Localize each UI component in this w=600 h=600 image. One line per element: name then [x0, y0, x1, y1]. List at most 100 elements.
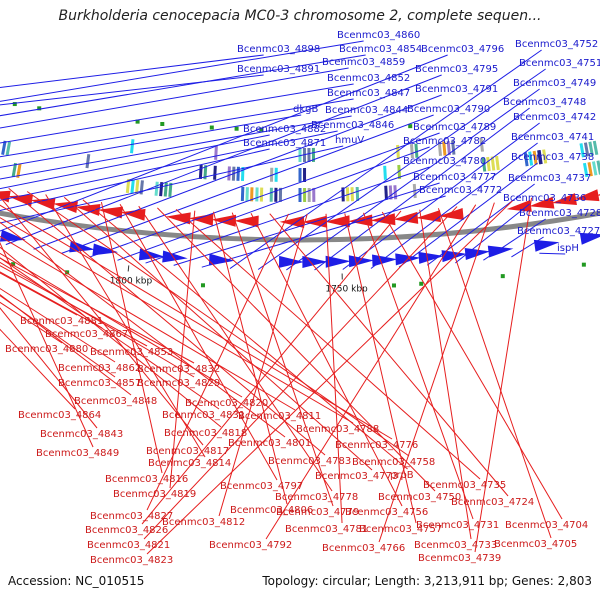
reverse-gene-label[interactable]: Bcenmc03_4704: [505, 520, 588, 531]
forward-gene-label[interactable]: Bcenmc03_4782: [403, 136, 486, 147]
forward-gene-label[interactable]: Bcenmc03_4751: [519, 58, 600, 69]
reverse-gene-label[interactable]: Bcenmc03_4801: [228, 438, 311, 449]
forward-gene-label[interactable]: Bcenmc03_4791: [415, 84, 498, 95]
forward-gene-label[interactable]: Bcenmc03_4738: [511, 152, 594, 163]
forward-gene-label[interactable]: Bcenmc03_4728: [519, 208, 600, 219]
reverse-gene-label[interactable]: Bcenmc03_4781: [285, 524, 368, 535]
forward-gene-label[interactable]: Bcenmc03_4860: [337, 30, 420, 41]
forward-gene-arrow[interactable]: [325, 255, 351, 268]
forward-gene-label[interactable]: Bcenmc03_4777: [413, 172, 496, 183]
reverse-gene-label[interactable]: Bcenmc03_4823: [90, 555, 173, 566]
reverse-gene-arrow[interactable]: [211, 214, 237, 227]
reverse-gene-label[interactable]: Bcenmc03_4832: [137, 364, 220, 375]
reverse-gene-arrow[interactable]: [234, 215, 259, 228]
forward-gene-label[interactable]: Bcenmc03_4772: [419, 185, 502, 196]
forward-gene-label[interactable]: Bcenmc03_4859: [322, 57, 405, 68]
reverse-gene-label[interactable]: Bcenmc03_4829: [137, 378, 220, 389]
forward-gene-label[interactable]: ispH: [557, 243, 579, 254]
reverse-gene-arrow[interactable]: [120, 208, 146, 221]
forward-gene-label[interactable]: Bcenmc03_4736: [503, 193, 586, 204]
forward-gene-arrow[interactable]: [208, 253, 235, 266]
reverse-gene-arrow[interactable]: [438, 208, 464, 220]
reverse-gene-arrow[interactable]: [97, 206, 123, 219]
forward-gene-label[interactable]: Bcenmc03_4748: [503, 97, 586, 108]
forward-gene-label[interactable]: Bcenmc03_4752: [515, 39, 598, 50]
forward-gene-arrow[interactable]: [138, 248, 165, 261]
reverse-gene-arrow[interactable]: [596, 185, 600, 197]
reverse-gene-arrow[interactable]: [529, 196, 555, 209]
forward-gene-label[interactable]: Bcenmc03_4737: [508, 173, 591, 184]
reverse-gene-label[interactable]: Bcenmc03_4806: [230, 505, 313, 516]
forward-gene-label[interactable]: Bcenmc03_4898: [237, 44, 320, 55]
reverse-gene-label[interactable]: Bcenmc03_4862: [58, 363, 141, 374]
reverse-gene-label[interactable]: Bcenmc03_4831: [162, 410, 245, 421]
reverse-gene-label[interactable]: Bcenmc03_4849: [36, 448, 119, 459]
reverse-gene-label[interactable]: Bcenmc03_4848: [74, 396, 157, 407]
forward-gene-label[interactable]: Bcenmc03_4854: [339, 44, 422, 55]
reverse-gene-arrow[interactable]: [551, 193, 577, 205]
reverse-gene-label[interactable]: Bcenmc03_4826: [85, 525, 168, 536]
forward-gene-label[interactable]: Bcenmc03_4891: [237, 64, 320, 75]
forward-gene-label[interactable]: Bcenmc03_4796: [421, 44, 504, 55]
reverse-gene-label[interactable]: Bcenmc03_4867: [45, 329, 128, 340]
forward-gene-label[interactable]: Bcenmc03_4742: [513, 112, 596, 123]
forward-gene-label[interactable]: hmuV: [335, 135, 364, 146]
reverse-gene-label[interactable]: Bcenmc03_4853: [90, 347, 173, 358]
forward-gene-arrow[interactable]: [487, 245, 514, 258]
reverse-gene-arrow[interactable]: [188, 213, 214, 226]
forward-gene-arrow[interactable]: [162, 250, 188, 263]
reverse-gene-label[interactable]: Bcenmc03_4733: [414, 540, 497, 551]
reverse-gene-label[interactable]: Bcenmc03_4817: [146, 446, 229, 457]
reverse-gene-label[interactable]: Bcenmc03_4739: [418, 553, 501, 564]
forward-gene-label[interactable]: Bcenmc03_4741: [511, 132, 594, 143]
forward-gene-label[interactable]: Bcenmc03_4790: [407, 104, 490, 115]
reverse-gene-label[interactable]: Bcenmc03_4757: [359, 524, 442, 535]
reverse-gene-arrow[interactable]: [165, 212, 191, 225]
forward-gene-arrow[interactable]: [92, 243, 119, 256]
forward-gene-label[interactable]: Bcenmc03_4749: [513, 78, 596, 89]
reverse-gene-label[interactable]: Bcenmc03_4783: [268, 456, 351, 467]
reverse-gene-label[interactable]: Bcenmc03_4864: [18, 410, 101, 421]
forward-gene-arrow[interactable]: [302, 255, 328, 268]
reverse-gene-label[interactable]: Bcenmc03_4735: [423, 480, 506, 491]
reverse-gene-label[interactable]: Bcenmc03_4756: [345, 507, 428, 518]
reverse-gene-label[interactable]: Bcenmc03_4819: [113, 489, 196, 500]
forward-gene-label[interactable]: Bcenmc03_4882: [243, 124, 326, 135]
reverse-gene-arrow[interactable]: [325, 215, 350, 228]
reverse-gene-label[interactable]: Bcenmc03_4758: [352, 457, 435, 468]
forward-gene-arrow[interactable]: [279, 255, 305, 268]
reverse-gene-arrow[interactable]: [506, 200, 532, 212]
reverse-gene-label[interactable]: Bcenmc03_4857: [58, 378, 141, 389]
reverse-gene-label[interactable]: Bcenmc03_4778: [275, 492, 358, 503]
reverse-gene-label[interactable]: Bcenmc03_4779: [276, 507, 359, 518]
forward-gene-label[interactable]: Bcenmc03_4847: [327, 88, 410, 99]
reverse-gene-label[interactable]: Bcenmc03_4792: [209, 540, 292, 551]
reverse-gene-label[interactable]: Bcenmc03_4811: [238, 411, 321, 422]
forward-gene-label[interactable]: Bcenmc03_4795: [415, 64, 498, 75]
reverse-gene-label[interactable]: Bcenmc03_4814: [148, 458, 231, 469]
reverse-gene-arrow[interactable]: [52, 201, 78, 214]
reverse-gene-label[interactable]: Bcenmc03_4773: [315, 471, 398, 482]
reverse-gene-label[interactable]: prpB: [390, 470, 414, 481]
forward-gene-arrow[interactable]: [0, 229, 26, 242]
forward-gene-label[interactable]: Bcenmc03_4789: [413, 122, 496, 133]
reverse-gene-arrow[interactable]: [75, 204, 101, 216]
forward-gene-label[interactable]: Bcenmc03_4844: [325, 105, 408, 116]
forward-gene-label[interactable]: dkgB: [293, 104, 318, 115]
reverse-gene-label[interactable]: Bcenmc03_4820: [185, 398, 268, 409]
reverse-gene-arrow[interactable]: [370, 213, 396, 226]
forward-gene-arrow[interactable]: [579, 232, 600, 245]
reverse-gene-label[interactable]: Bcenmc03_4788: [296, 424, 379, 435]
forward-gene-label[interactable]: Bcenmc03_4780: [403, 156, 486, 167]
reverse-gene-arrow[interactable]: [416, 210, 441, 223]
reverse-gene-label[interactable]: Bcenmc03_4731: [416, 520, 499, 531]
forward-gene-arrow[interactable]: [533, 239, 560, 252]
forward-gene-label[interactable]: Bcenmc03_4727: [517, 226, 600, 237]
reverse-gene-label[interactable]: Bcenmc03_4827: [90, 511, 173, 522]
reverse-gene-label[interactable]: Bcenmc03_4766: [322, 543, 405, 554]
reverse-gene-label[interactable]: Bcenmc03_4812: [162, 517, 245, 528]
reverse-gene-label[interactable]: Bcenmc03_4750: [378, 492, 461, 503]
reverse-gene-arrow[interactable]: [279, 215, 305, 228]
reverse-gene-label[interactable]: Bcenmc03_4724: [451, 497, 534, 508]
